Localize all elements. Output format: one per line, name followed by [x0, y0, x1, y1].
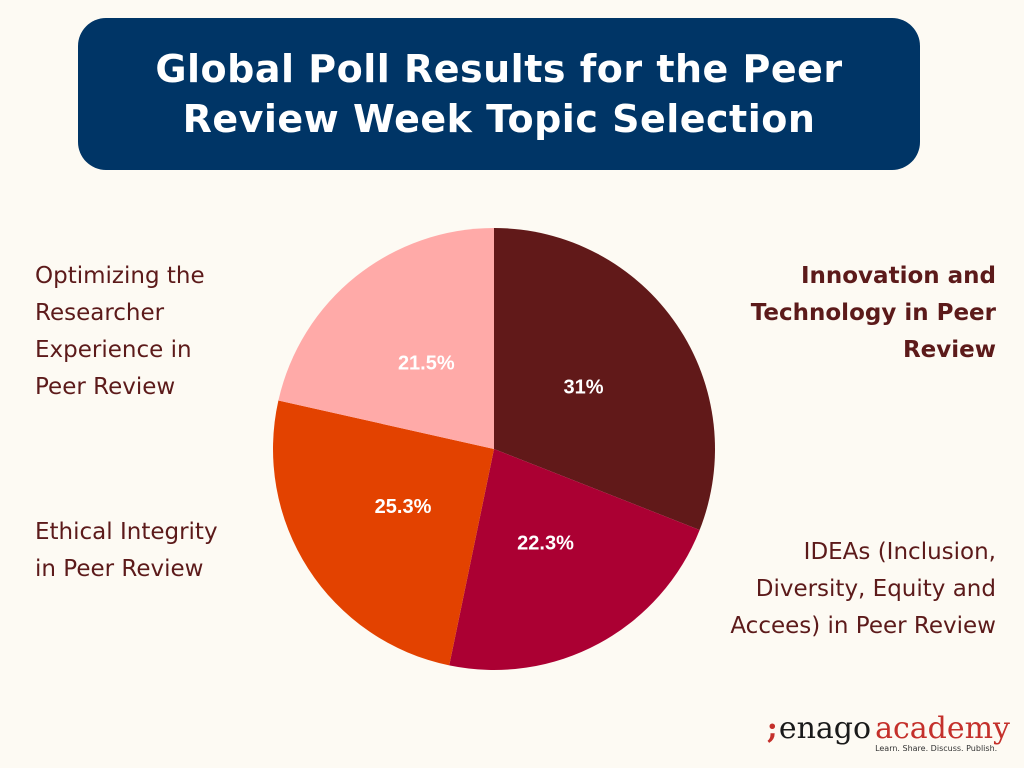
- legend-ideas: IDEAs (Inclusion, Diversity, Equity and …: [730, 534, 996, 645]
- pie-slice: [494, 228, 716, 530]
- brand-academy: academy: [875, 711, 1010, 746]
- pie-slice: [449, 449, 700, 671]
- legend-ideas-line: IDEAs (Inclusion,: [803, 539, 996, 565]
- legend-innovation-line: Innovation and: [800, 263, 996, 289]
- chart-title: Global Poll Results for the Peer Review …: [155, 47, 843, 141]
- legend-optimizing-line: Researcher: [35, 300, 165, 326]
- legend-optimizing-line: Optimizing the: [35, 263, 205, 289]
- legend-innovation: Innovation and Technology in Peer Review: [751, 258, 996, 369]
- pie-slice-label: 21.5%: [398, 353, 455, 375]
- legend-ethical-line: in Peer Review: [35, 556, 204, 582]
- legend-ideas-line: Accees) in Peer Review: [730, 613, 996, 639]
- pie-slice-label: 25.3%: [375, 496, 432, 518]
- legend-ethical-line: Ethical Integrity: [35, 519, 218, 545]
- legend-ideas-line: Diversity, Equity and: [755, 576, 996, 602]
- legend-optimizing: Optimizing the Researcher Experience in …: [35, 258, 205, 406]
- legend-optimizing-line: Peer Review: [35, 374, 176, 400]
- brand-academy-block: academy Learn. Share. Discuss. Publish.: [875, 711, 1010, 754]
- pie-slice-label: 31%: [563, 376, 603, 398]
- pie-slice-label: 22.3%: [517, 532, 574, 554]
- brand-tagline: Learn. Share. Discuss. Publish.: [875, 744, 998, 753]
- brand-mark: ;: [766, 711, 778, 746]
- pie-slice: [273, 400, 494, 666]
- legend-innovation-line: Technology in Peer: [750, 300, 996, 326]
- legend-innovation-line: Review: [902, 337, 996, 363]
- pie-slice: [278, 228, 494, 449]
- title-banner: Global Poll Results for the Peer Review …: [78, 18, 920, 170]
- legend-ethical: Ethical Integrity in Peer Review: [35, 514, 218, 588]
- brand-name: enago: [778, 711, 872, 746]
- brand-logo: ; enago academy Learn. Share. Discuss. P…: [766, 711, 1010, 754]
- legend-optimizing-line: Experience in: [35, 337, 192, 363]
